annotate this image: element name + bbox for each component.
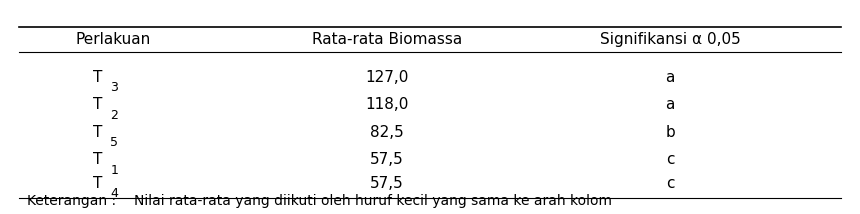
Text: 118,0: 118,0 — [366, 97, 408, 112]
Text: 1: 1 — [110, 164, 118, 177]
Text: c: c — [666, 152, 674, 167]
Text: T: T — [93, 152, 102, 167]
Text: 2: 2 — [110, 109, 118, 122]
Text: T: T — [93, 97, 102, 112]
Text: T: T — [93, 175, 102, 190]
Text: b: b — [665, 125, 675, 140]
Text: Signifikansi α 0,05: Signifikansi α 0,05 — [599, 32, 740, 47]
Text: 57,5: 57,5 — [371, 175, 404, 190]
Text: 3: 3 — [110, 82, 118, 95]
Text: 5: 5 — [110, 136, 119, 149]
Text: Rata-rata Biomassa: Rata-rata Biomassa — [312, 32, 463, 47]
Text: c: c — [666, 175, 674, 190]
Text: a: a — [666, 97, 675, 112]
Text: T: T — [93, 70, 102, 85]
Text: 57,5: 57,5 — [371, 152, 404, 167]
Text: Perlakuan: Perlakuan — [75, 32, 150, 47]
Text: a: a — [666, 70, 675, 85]
Text: Nilai rata-rata yang diikuti oleh huruf kecil yang sama ke arah kolom: Nilai rata-rata yang diikuti oleh huruf … — [134, 194, 612, 208]
Text: Keterangan :: Keterangan : — [28, 194, 116, 208]
Text: 127,0: 127,0 — [366, 70, 408, 85]
Text: 4: 4 — [110, 187, 118, 200]
Text: T: T — [93, 125, 102, 140]
Text: 82,5: 82,5 — [371, 125, 404, 140]
